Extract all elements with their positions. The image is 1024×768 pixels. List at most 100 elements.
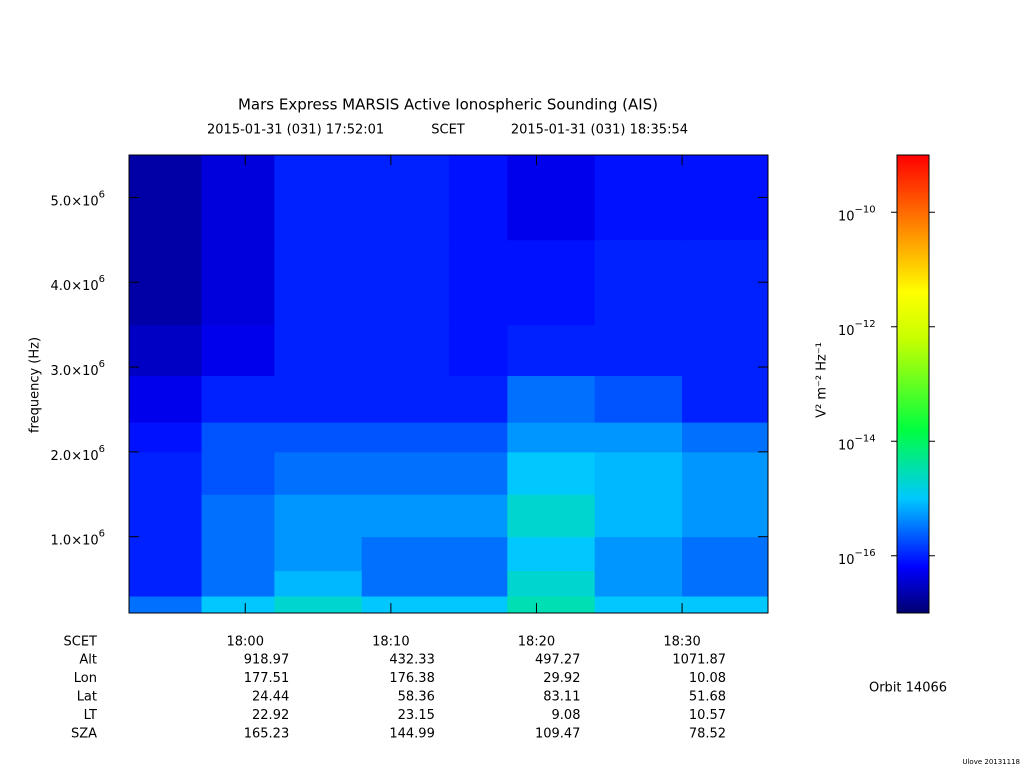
heat-cell (201, 155, 275, 241)
heat-cell (274, 596, 363, 614)
x-tick-label: 18:20 (518, 635, 555, 650)
y-tick-label: 4.0×106 (51, 274, 105, 294)
heat-cell (594, 375, 683, 423)
ephemeris-value: 918.97 (244, 653, 290, 668)
heat-cell (361, 324, 450, 377)
colorbar-tick-label: 10−12 (838, 319, 876, 339)
y-tick-label-power: 6 (99, 359, 105, 370)
ephemeris-value: 165.23 (244, 727, 290, 742)
colorbar-tick-label: 10−14 (838, 433, 876, 453)
heat-cell (449, 451, 508, 495)
heat-cell (507, 324, 596, 377)
heat-cell (682, 239, 769, 326)
ephemeris-name: LT (84, 708, 97, 723)
colorbar-tick-label-power: −16 (855, 548, 876, 559)
plot-frame (128, 154, 769, 614)
heat-cell (594, 155, 683, 241)
y-tick-label-power: 6 (99, 529, 105, 540)
ephemeris-name: Lon (74, 671, 97, 686)
heat-cell (507, 570, 596, 597)
ephemeris-name: Lat (77, 690, 97, 705)
ephemeris-value: 497.27 (535, 653, 581, 668)
y-axis-label: frequency (Hz) (28, 337, 43, 433)
heat-cell (361, 375, 450, 423)
heat-cell (594, 239, 683, 326)
colorbar-tick-label: 10−16 (838, 548, 876, 568)
y-tick-label-base: 1.0×10 (51, 533, 99, 548)
ephemeris-value: 177.51 (244, 671, 290, 686)
x-tick-label: 18:00 (227, 635, 264, 650)
heat-cell (507, 375, 596, 423)
ephemeris-value: 10.57 (689, 708, 726, 723)
heat-cell (682, 451, 769, 495)
colorbar-label: V² m⁻² Hz⁻¹ (815, 342, 830, 418)
orbit: Orbit 14066 (869, 681, 947, 696)
heat-cell (274, 536, 363, 572)
heat-cell (507, 494, 596, 538)
heat-cell (361, 422, 450, 453)
heat-cell (361, 570, 450, 597)
colorbar-tick-label-base: 10 (838, 209, 855, 224)
ephemeris-value: 22.92 (252, 708, 289, 723)
heat-cell (129, 155, 203, 241)
colorbar (896, 154, 930, 614)
heat-cell (594, 570, 683, 597)
heat-cell (594, 422, 683, 453)
y-tick-label: 5.0×106 (51, 189, 105, 209)
heat-cell (274, 155, 363, 241)
heat-cell (507, 239, 596, 326)
ephemeris-value: 51.68 (689, 690, 726, 705)
ephemeris-value: 144.99 (389, 727, 435, 742)
heat-cell (594, 451, 683, 495)
heat-cell (507, 451, 596, 495)
y-tick-label-power: 6 (99, 274, 105, 285)
heat-cell (449, 536, 508, 572)
heat-cell (594, 324, 683, 377)
ephemeris-value: 176.38 (389, 671, 435, 686)
heat-cell (201, 570, 275, 597)
y-tick-label-base: 5.0×10 (51, 194, 99, 209)
ephemeris-name: Alt (79, 653, 97, 668)
heat-cell (129, 239, 203, 326)
heat-cell (361, 596, 450, 614)
colorbar-tick-label-power: −14 (855, 433, 876, 444)
heatmap (129, 155, 769, 614)
ephemeris-value: 23.15 (398, 708, 435, 723)
ephemeris-name: SZA (71, 727, 97, 742)
y-tick-label-base: 4.0×10 (51, 279, 99, 294)
y-tick-label-power: 6 (99, 444, 105, 455)
heat-cell (129, 422, 203, 453)
heat-cell (129, 451, 203, 495)
colorbar-tick-label-power: −10 (855, 204, 876, 215)
heat-cell (594, 494, 683, 538)
heat-cell (129, 324, 203, 377)
ephemeris-value: 432.33 (389, 653, 435, 668)
heat-cell (449, 494, 508, 538)
colorbar-tick-label-base: 10 (838, 438, 855, 453)
colorbar-tick-label: 10−10 (838, 204, 876, 224)
heat-cell (682, 536, 769, 572)
colorbar-tick-label-base: 10 (838, 552, 855, 567)
heat-cell (449, 155, 508, 241)
y-tick-label: 3.0×106 (51, 359, 105, 379)
heat-cell (361, 451, 450, 495)
ephemeris-value: 10.08 (689, 671, 726, 686)
heat-cell (449, 422, 508, 453)
heat-cell (682, 422, 769, 453)
heat-cell (201, 239, 275, 326)
heat-cell (201, 596, 275, 614)
heat-cell (682, 494, 769, 538)
heat-cell (594, 596, 683, 614)
heat-cell (449, 596, 508, 614)
ephemeris-value: 24.44 (252, 690, 289, 705)
axes: 1.0×1062.0×1063.0×1064.0×1065.0×10618:00… (51, 154, 935, 742)
ephemeris-header: SCET (64, 635, 98, 650)
heat-cell (449, 375, 508, 423)
heat-cell (682, 375, 769, 423)
heat-cell (274, 451, 363, 495)
y-tick-label: 2.0×106 (51, 444, 105, 464)
time-end: 2015-01-31 (031) 18:35:54 (511, 123, 688, 138)
heat-cell (361, 155, 450, 241)
heat-cell (507, 155, 596, 241)
y-tick-label-power: 6 (99, 189, 105, 200)
